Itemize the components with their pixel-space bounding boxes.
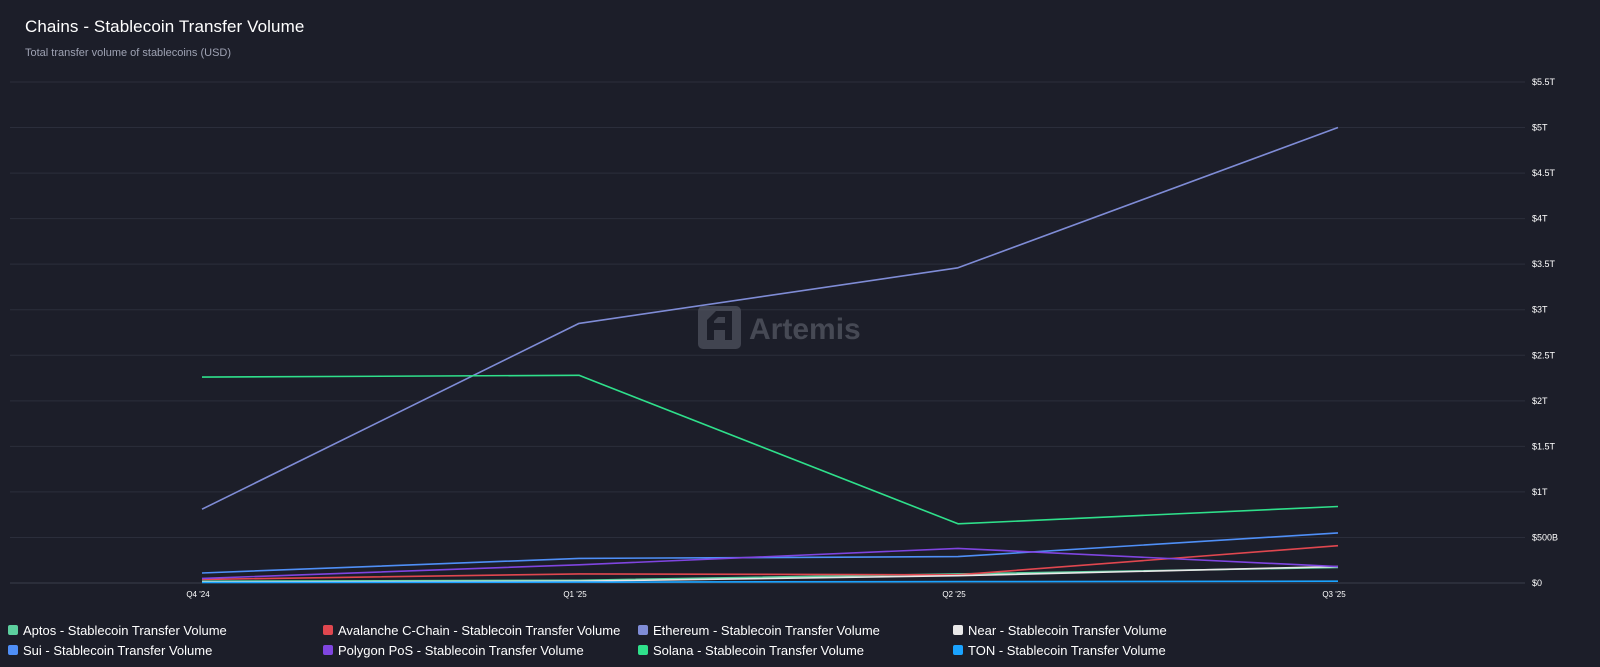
chart-title: Chains - Stablecoin Transfer Volume: [25, 17, 305, 36]
series-line-ton[interactable]: [201, 580, 1339, 584]
y-tick-label: $3T: [1532, 305, 1548, 315]
y-tick-label: $3.5T: [1532, 259, 1556, 269]
legend-label: Avalanche C-Chain - Stablecoin Transfer …: [338, 622, 621, 638]
series-line-sui[interactable]: [201, 532, 1339, 574]
legend-swatch: [8, 625, 18, 635]
legend-label: Near - Stablecoin Transfer Volume: [968, 622, 1167, 638]
legend-label: Solana - Stablecoin Transfer Volume: [653, 642, 865, 658]
x-axis: Q4 '24 Q1 '25 Q2 '25 Q3 '25: [186, 590, 1346, 599]
series-line-polygon-pos[interactable]: [201, 547, 1339, 580]
y-tick-label: $4.5T: [1532, 168, 1556, 178]
chart-subtitle: Total transfer volume of stablecoins (US…: [25, 47, 232, 59]
legend-item[interactable]: Near - Stablecoin Transfer Volume: [953, 622, 1238, 638]
legend-label: Aptos - Stablecoin Transfer Volume: [23, 622, 227, 638]
series-layer: [201, 126, 1339, 584]
x-tick-label: Q2 '25: [942, 590, 966, 599]
y-tick-label: $4T: [1532, 214, 1548, 224]
legend-swatch: [953, 645, 963, 655]
legend-item[interactable]: Sui - Stablecoin Transfer Volume: [8, 642, 323, 658]
legend-label: Polygon PoS - Stablecoin Transfer Volume: [338, 642, 584, 658]
series-line-solana[interactable]: [201, 374, 1339, 525]
artemis-logo-icon: [698, 306, 741, 349]
y-axis: $0 $500B $1T $1.5T $2T $2.5T $3T $3.5T $4T $4.5T $…: [1532, 77, 1558, 588]
legend-label: Ethereum - Stablecoin Transfer Volume: [653, 622, 880, 638]
legend-label: Sui - Stablecoin Transfer Volume: [23, 642, 213, 658]
legend-swatch: [323, 645, 333, 655]
artemis-logo-glyph: [707, 311, 732, 340]
watermark-text: Artemis: [749, 313, 861, 346]
y-tick-label: $0: [1532, 578, 1542, 588]
y-tick-label: $500B: [1532, 532, 1558, 542]
series-line-ethereum[interactable]: [201, 126, 1339, 510]
y-tick-label: $2T: [1532, 396, 1548, 406]
legend-swatch: [323, 625, 333, 635]
legend-label: TON - Stablecoin Transfer Volume: [968, 642, 1166, 658]
legend-item[interactable]: Polygon PoS - Stablecoin Transfer Volume: [323, 642, 638, 658]
legend-item[interactable]: TON - Stablecoin Transfer Volume: [953, 642, 1238, 658]
x-tick-label: Q3 '25: [1322, 590, 1346, 599]
legend-swatch: [638, 645, 648, 655]
legend-swatch: [638, 625, 648, 635]
series-line-avalanche-c-chain[interactable]: [201, 544, 1339, 581]
x-tick-label: Q4 '24: [186, 590, 210, 599]
legend-swatch: [8, 645, 18, 655]
legend-item[interactable]: Avalanche C-Chain - Stablecoin Transfer …: [323, 622, 638, 638]
y-tick-label: $1T: [1532, 487, 1548, 497]
legend-item[interactable]: Ethereum - Stablecoin Transfer Volume: [638, 622, 953, 638]
legend-item[interactable]: Aptos - Stablecoin Transfer Volume: [8, 622, 323, 638]
x-tick-label: Q1 '25: [563, 590, 587, 599]
legend: Aptos - Stablecoin Transfer Volume Avalan…: [8, 622, 1238, 658]
y-tick-label: $1.5T: [1532, 441, 1556, 451]
y-tick-label: $5T: [1532, 123, 1548, 133]
legend-item[interactable]: Solana - Stablecoin Transfer Volume: [638, 642, 953, 658]
y-tick-label: $5.5T: [1532, 77, 1556, 87]
artemis-watermark: Artemis: [698, 306, 861, 349]
legend-swatch: [953, 625, 963, 635]
y-tick-label: $2.5T: [1532, 350, 1556, 360]
